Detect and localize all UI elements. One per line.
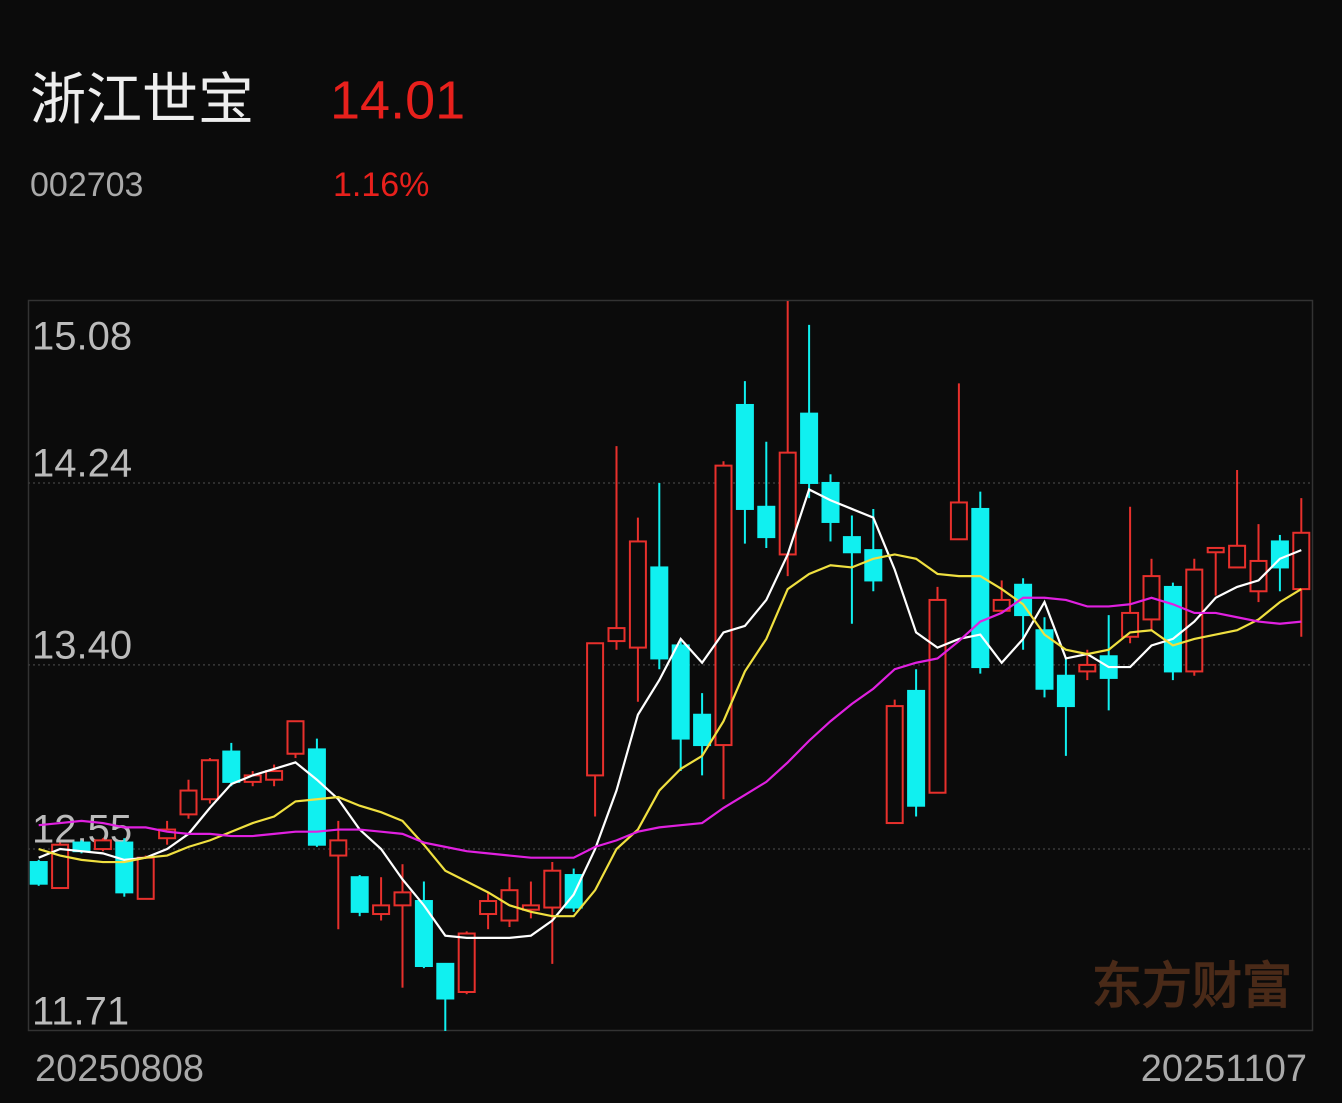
- candle-body: [1163, 585, 1182, 673]
- candle-body: [393, 891, 412, 907]
- y-tick-label: 13.40: [32, 623, 132, 667]
- y-tick-label: 15.08: [32, 315, 132, 359]
- candle-body: [735, 403, 754, 510]
- candle-body: [457, 932, 476, 994]
- moving-average-line: [38, 596, 1302, 859]
- x-tick-label: 20251107: [1141, 1048, 1307, 1090]
- candle-body: [1078, 663, 1097, 673]
- candle-body: [971, 507, 990, 669]
- candle-body: [158, 828, 177, 840]
- candle-body: [93, 839, 112, 851]
- candle-body: [179, 789, 198, 816]
- candle-body: [307, 748, 326, 846]
- candle-body: [222, 750, 241, 783]
- candle-body: [864, 549, 883, 582]
- candle-body: [372, 904, 391, 916]
- candle-body: [1292, 531, 1311, 591]
- candle-body: [1035, 629, 1054, 690]
- candle-body: [650, 566, 669, 660]
- candle-body: [928, 598, 947, 794]
- candle-body: [521, 904, 540, 911]
- stock-name: 浙江世宝: [30, 68, 254, 131]
- candle-body: [29, 861, 48, 885]
- candle-body: [136, 856, 155, 900]
- candle-body: [436, 962, 455, 1000]
- candle-body: [693, 713, 712, 747]
- price: 14.01: [330, 70, 465, 130]
- moving-average-line: [38, 553, 1302, 918]
- candle-body: [757, 505, 776, 539]
- y-tick-label: 11.71: [32, 990, 129, 1034]
- candle-body: [714, 464, 733, 747]
- candle-body: [479, 900, 498, 916]
- candle-body: [115, 841, 134, 894]
- candle-body: [800, 412, 819, 484]
- candle-body: [200, 759, 219, 801]
- moving-average-line: [38, 487, 1302, 939]
- candle-body: [628, 540, 647, 649]
- stock-code: 002703: [30, 166, 143, 204]
- candle-body: [1121, 611, 1140, 638]
- x-tick-label: 20250808: [35, 1048, 204, 1090]
- change: 1.16%: [333, 166, 429, 204]
- candle-body: [1056, 674, 1075, 708]
- candle-body: [414, 900, 433, 968]
- candle-body: [586, 642, 605, 777]
- watermark: 东方财富: [1092, 958, 1292, 1014]
- candle-body: [992, 598, 1011, 612]
- candle-body: [286, 720, 305, 755]
- candle-body: [671, 644, 690, 740]
- candle-body: [1228, 544, 1247, 569]
- candle-body: [842, 536, 861, 554]
- candle-body: [329, 839, 348, 857]
- candle-body: [885, 705, 904, 825]
- candle-body: [265, 770, 284, 781]
- candle-body: [350, 876, 369, 913]
- y-tick-label: 14.24: [32, 442, 132, 486]
- candle-body: [1206, 546, 1225, 554]
- candle-body: [907, 689, 926, 807]
- candle-body: [607, 627, 626, 643]
- candle-body: [543, 869, 562, 909]
- candle-body: [949, 501, 968, 541]
- candle-body: [1249, 559, 1268, 593]
